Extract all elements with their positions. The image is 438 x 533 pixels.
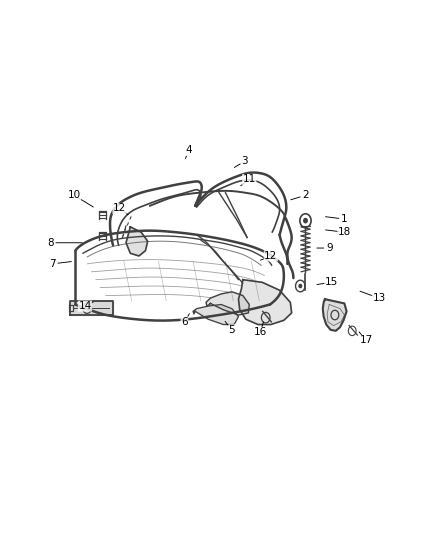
Polygon shape <box>206 292 249 315</box>
Text: 11: 11 <box>243 174 256 184</box>
Polygon shape <box>70 301 113 315</box>
Text: 12: 12 <box>113 204 126 214</box>
Text: 6: 6 <box>181 317 188 327</box>
Polygon shape <box>323 299 346 331</box>
Text: 16: 16 <box>254 327 267 337</box>
Text: 4: 4 <box>185 146 192 156</box>
Text: 15: 15 <box>325 277 338 287</box>
Bar <box>68 305 73 311</box>
Text: 18: 18 <box>338 227 351 237</box>
Text: 2: 2 <box>302 190 309 200</box>
Circle shape <box>299 285 302 288</box>
Text: 13: 13 <box>372 293 385 303</box>
Text: 10: 10 <box>67 190 81 200</box>
Polygon shape <box>126 227 148 256</box>
Text: 9: 9 <box>326 243 332 253</box>
Polygon shape <box>238 280 292 325</box>
Text: 12: 12 <box>264 251 278 261</box>
Text: 8: 8 <box>47 238 54 248</box>
Circle shape <box>304 219 307 223</box>
Text: 1: 1 <box>341 214 348 224</box>
Text: 5: 5 <box>229 325 235 335</box>
Text: 3: 3 <box>242 156 248 166</box>
Polygon shape <box>193 304 238 325</box>
Text: 14: 14 <box>78 301 92 311</box>
Text: 17: 17 <box>360 335 373 345</box>
Text: 7: 7 <box>49 259 56 269</box>
